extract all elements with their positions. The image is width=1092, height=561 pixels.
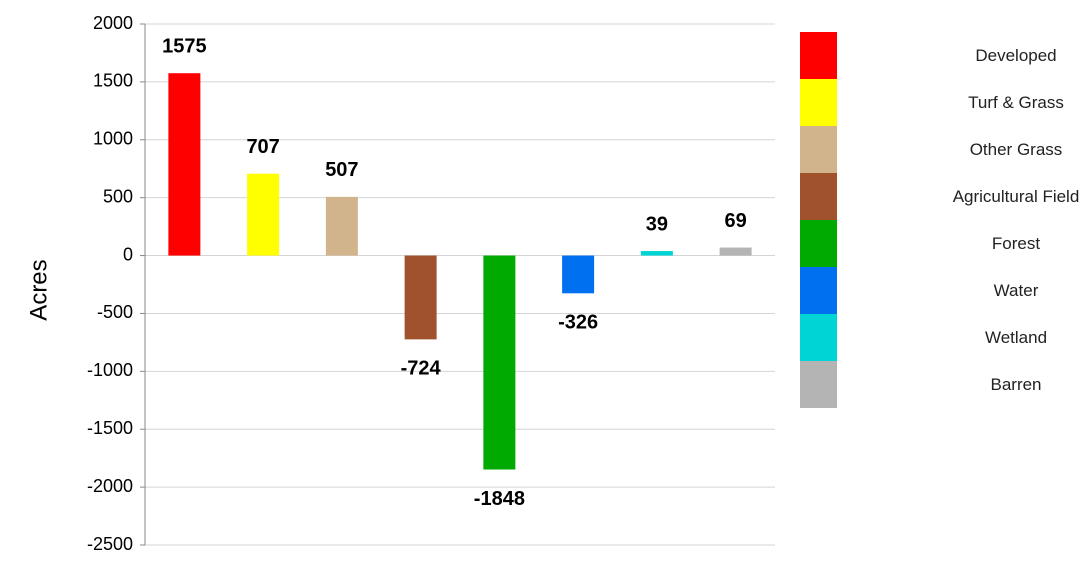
legend-label: Agricultural Field <box>953 187 1080 206</box>
legend-label: Wetland <box>985 328 1047 347</box>
legend-label: Other Grass <box>970 140 1063 159</box>
value-label: 39 <box>646 213 668 235</box>
y-tick-label: 1000 <box>93 129 133 149</box>
y-tick-label: -500 <box>97 302 133 322</box>
y-tick-label: 2000 <box>93 13 133 33</box>
y-axis-label: Acres <box>25 259 52 320</box>
value-label: -326 <box>558 312 598 334</box>
bar <box>640 251 673 256</box>
y-tick-label: 1500 <box>93 71 133 91</box>
value-label: -1848 <box>474 488 525 510</box>
y-tick-label: -1500 <box>87 418 133 438</box>
bar <box>247 173 280 256</box>
legend-swatch <box>800 220 837 267</box>
y-tick-label: 0 <box>123 244 133 264</box>
legend-label: Water <box>994 281 1039 300</box>
legend-swatch <box>800 267 837 314</box>
legend-swatch <box>800 32 837 79</box>
legend-label: Forest <box>992 234 1040 253</box>
value-label: 1575 <box>162 35 207 57</box>
legend-swatch <box>800 173 837 220</box>
legend-swatch <box>800 314 837 361</box>
y-tick-label: -2500 <box>87 534 133 554</box>
bar <box>562 255 595 294</box>
bar <box>168 73 201 256</box>
legend-label: Developed <box>975 46 1056 65</box>
y-tick-label: -1000 <box>87 360 133 380</box>
bar <box>483 255 516 470</box>
bar <box>325 196 358 256</box>
bar <box>404 255 437 340</box>
legend-swatch <box>800 79 837 126</box>
legend-label: Turf & Grass <box>968 93 1064 112</box>
y-tick-label: 500 <box>103 186 133 206</box>
value-label: -724 <box>401 358 442 380</box>
value-label: 707 <box>246 136 279 158</box>
y-tick-label: -2000 <box>87 476 133 496</box>
value-label: 507 <box>325 159 358 181</box>
legend-swatch <box>800 126 837 173</box>
value-label: 69 <box>725 210 747 232</box>
bar <box>719 247 752 256</box>
legend-swatch <box>800 361 837 408</box>
legend-label: Barren <box>990 375 1041 394</box>
